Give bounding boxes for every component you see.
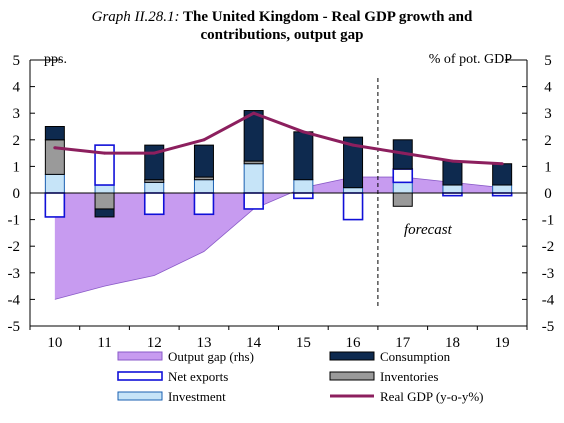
ytick-label-left-3: 3 xyxy=(13,106,21,122)
real-gdp-point-13 xyxy=(202,138,206,142)
legend-label-investment: Investment xyxy=(168,389,226,404)
output-gap-outline xyxy=(54,176,503,300)
real-gdp-point-15 xyxy=(301,130,305,134)
output-gap-area xyxy=(54,177,503,300)
ytick-label-right--3: -3 xyxy=(542,266,555,282)
bar-net-exports-16 xyxy=(342,192,364,221)
bar-consumption-15 xyxy=(293,131,314,181)
ytick-label-right--1: -1 xyxy=(542,213,555,229)
legend-label-inventories: Inventories xyxy=(380,369,438,384)
ytick-label-left-0: 0 xyxy=(13,186,21,202)
bar-investment-19 xyxy=(492,184,513,194)
bar-net-exports-17 xyxy=(392,168,414,184)
ytick-label-right-2: 2 xyxy=(544,133,552,149)
bar-net-exports-11 xyxy=(94,144,115,186)
xtick-label-15: 15 xyxy=(296,335,311,351)
bar-net-exports-12 xyxy=(143,192,165,216)
ytick-label-right--4: -4 xyxy=(542,292,555,308)
legend-swatch-inventories xyxy=(329,371,375,381)
real-gdp-point-12 xyxy=(152,151,156,155)
ytick-label-left--3: -3 xyxy=(8,266,21,282)
legend-label-output-gap-rhs-: Output gap (rhs) xyxy=(168,349,254,364)
gdp-line-layer xyxy=(53,111,504,166)
real-gdp-point-16 xyxy=(351,143,355,147)
real-gdp-point-18 xyxy=(450,159,454,163)
legend: Output gap (rhs) Consumption Net exports In… xyxy=(117,349,484,404)
ytick-label-left--5: -5 xyxy=(8,319,21,335)
xtick-label-13: 13 xyxy=(196,335,211,351)
bar-investment-18 xyxy=(442,184,463,194)
output-gap-layer xyxy=(54,176,503,300)
ytick-label-right--2: -2 xyxy=(542,239,555,255)
bar-investment-11 xyxy=(94,184,115,194)
title-line-2: contributions, output gap xyxy=(200,27,364,43)
legend-label-consumption: Consumption xyxy=(380,349,451,364)
ytick-label-right-3: 3 xyxy=(544,106,552,122)
xtick-label-14: 14 xyxy=(246,335,262,351)
ytick-label-left--1: -1 xyxy=(8,213,21,229)
ytick-label-right-0: 0 xyxy=(544,186,552,202)
ytick-label-right-4: 4 xyxy=(544,80,552,96)
legend-swatch-investment xyxy=(117,391,163,401)
graph-number: Graph II.28.1: xyxy=(91,9,180,25)
real-gdp-point-19 xyxy=(500,162,504,166)
legend-label-real-gdp-y-o-y-: Real GDP (y-o-y%) xyxy=(380,389,484,404)
bar-consumption-16 xyxy=(343,136,364,189)
bar-inventories-17 xyxy=(392,192,413,207)
bar-consumption-11 xyxy=(94,208,115,218)
bar-consumption-18 xyxy=(442,160,463,186)
ytick-label-right-1: 1 xyxy=(544,159,552,175)
ytick-label-left-5: 5 xyxy=(13,53,21,69)
legend-label-net-exports: Net exports xyxy=(168,369,228,384)
bar-investment-13 xyxy=(193,179,214,194)
bars-layer xyxy=(44,110,513,221)
bar-consumption-13 xyxy=(193,144,214,178)
bar-investment-14 xyxy=(243,163,264,194)
bar-inventories-11 xyxy=(94,192,115,210)
right-axis-label: % of pot. GDP xyxy=(429,52,512,67)
xtick-label-18: 18 xyxy=(445,335,460,351)
real-gdp-line xyxy=(54,111,503,166)
title-line-1: The United Kingdom - Real GDP growth and xyxy=(183,9,473,25)
bar-investment-15 xyxy=(293,179,314,194)
bar-net-exports-14 xyxy=(243,192,264,210)
real-gdp-point-17 xyxy=(401,151,405,155)
legend-swatch-consumption xyxy=(329,351,375,361)
bar-inventories-10 xyxy=(44,139,65,175)
ytick-label-left--2: -2 xyxy=(8,239,21,255)
bar-net-exports-15 xyxy=(293,192,314,200)
xtick-label-10: 10 xyxy=(47,335,62,351)
bar-consumption-19 xyxy=(492,163,513,186)
chart-title: Graph II.28.1: The United Kingdom - Real… xyxy=(0,8,564,44)
bar-investment-10 xyxy=(44,173,65,194)
bar-consumption-10 xyxy=(44,126,65,141)
bar-investment-17 xyxy=(392,181,413,194)
ytick-label-right-5: 5 xyxy=(544,53,552,69)
legend-swatch-output-gap-rhs- xyxy=(117,351,163,361)
ytick-label-left-4: 4 xyxy=(13,80,21,96)
bar-net-exports-13 xyxy=(193,192,215,216)
bar-consumption-14 xyxy=(243,110,264,162)
real-gdp-point-11 xyxy=(103,151,107,155)
axes-layer: -5 -5-4 -4-3 -3-2 -2-1 -10 01 12 23 34 45 510 11 12 13… xyxy=(8,52,555,351)
bar-investment-12 xyxy=(144,181,165,194)
xtick-label-19: 19 xyxy=(495,335,510,351)
real-gdp-point-14 xyxy=(252,111,256,115)
ytick-label-left-1: 1 xyxy=(13,159,21,175)
bar-net-exports-10 xyxy=(44,192,66,218)
real-gdp-point-10 xyxy=(53,146,57,150)
forecast-label: forecast xyxy=(404,222,453,238)
left-axis-label: pps. xyxy=(44,52,67,67)
xtick-label-16: 16 xyxy=(346,335,362,351)
ytick-label-left--4: -4 xyxy=(8,292,21,308)
ytick-label-left-2: 2 xyxy=(13,133,21,149)
legend-swatch-net-exports xyxy=(117,371,163,381)
xtick-label-11: 11 xyxy=(97,335,111,351)
xtick-label-12: 12 xyxy=(147,335,162,351)
ytick-label-right--5: -5 xyxy=(542,319,555,335)
xtick-label-17: 17 xyxy=(395,335,411,351)
